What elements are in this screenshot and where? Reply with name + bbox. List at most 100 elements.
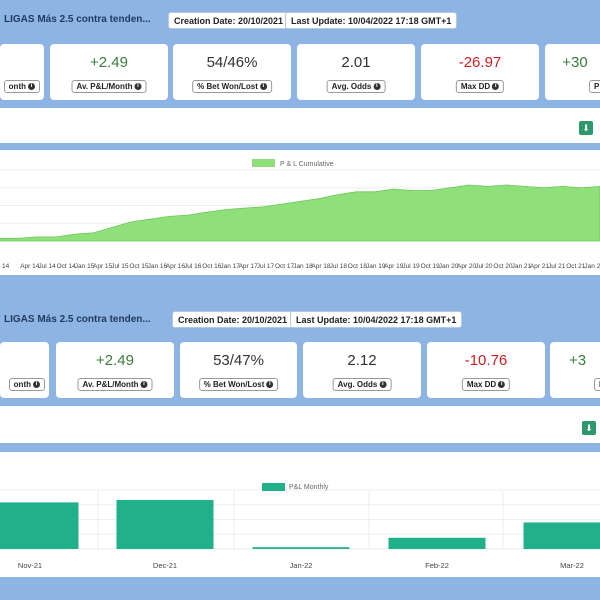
x-tick-label: Dec-21 [153,561,177,570]
stat-card: 54/46% % Bet Won/Lost i [173,44,291,100]
stat-label[interactable]: Pi [594,378,600,391]
x-tick-label: Feb-22 [425,561,449,570]
stat-label-text: Avg. Odds [337,380,378,389]
toolbar-strip-2: ⬇ [0,406,600,443]
x-tick-label: 14 [2,263,10,270]
x-tick-label: Jan 17 [220,263,240,270]
x-tick-label: Jul 15 [111,263,129,270]
stat-value: 54/46% [206,54,258,71]
stat-label[interactable]: onth i [3,80,40,93]
stat-label-text: Avg. Odds [331,82,372,91]
x-tick-label: Oct 16 [202,263,222,270]
stat-card: -10.76 Max DD i [427,342,545,398]
info-circle-icon[interactable]: i [134,83,142,91]
x-tick-label: Oct 15 [129,263,149,270]
info-circle-icon[interactable]: i [266,381,274,389]
stat-value: -10.76 [464,352,508,369]
x-tick-label: Jan 19 [366,263,386,270]
stat-label-text: Av. P&L/Month [82,380,139,389]
stat-label[interactable]: Avg. Odds i [332,378,392,391]
stat-label[interactable]: % Bet Won/Lost i [192,80,272,93]
x-tick-label: Jul 21 [548,263,566,270]
download-button-2[interactable]: ⬇ [582,421,596,435]
monthly-bar [0,502,79,549]
stat-label[interactable]: Max DD i [461,378,511,391]
stat-value: -26.97 [458,54,502,71]
x-tick-label: Oct 18 [348,263,368,270]
x-tick-label: Jul 14 [38,263,56,270]
stat-value: +2.49 [90,54,128,71]
x-tick-label: Jul 17 [257,263,275,270]
x-tick-label: Jan-22 [290,561,313,570]
stat-label[interactable]: Pi [589,80,600,93]
stat-value: 53/47% [213,352,264,369]
legend-swatch [252,159,275,167]
monthly-bar [116,500,214,549]
creation-date: Creation Date: 20/10/2021 [168,12,290,29]
cumulative-area [0,184,600,242]
monthly-chart: P&L Monthly Nov-21 Dec-21 Jan-22 Feb-22 Mar-2… [0,452,600,577]
info-circle-icon[interactable]: i [373,83,381,91]
stat-card: +2.49 Av. P&L/Month i [50,44,168,100]
strategy-title-tab-2: LIGAS Más 2.5 contra tenden... [0,308,162,332]
x-tick-label: Nov-21 [18,561,42,570]
monthly-bar [388,537,486,549]
x-tick-label: Jul 16 [184,263,202,270]
stat-card: -26.97 Max DD i [421,44,539,100]
stat-label[interactable]: Max DD i [455,80,505,93]
x-tick-label: Jul 20 [475,263,493,270]
download-icon: ⬇ [585,423,593,433]
strategy-title-tab: LIGAS Más 2.5 contra tenden... [0,8,158,32]
x-tick-label: Oct 17 [275,263,295,270]
monthly-bar [252,547,350,549]
strategy-title-2: LIGAS Más 2.5 contra tenden... [4,314,151,325]
stat-value: +3 [568,352,587,369]
stat-label-text: Max DD [460,82,491,91]
stat-label-text: Max DD [466,380,497,389]
info-circle-icon[interactable]: i [492,83,500,91]
download-icon: ⬇ [582,123,590,133]
info-circle-icon[interactable]: i [379,381,387,389]
stat-label[interactable]: Av. P&L/Month i [77,378,153,391]
stat-label-text: onth [8,82,26,91]
download-button[interactable]: ⬇ [579,121,593,135]
strategy-title: LIGAS Más 2.5 contra tenden... [4,14,151,25]
stat-card: +2.49 Av. P&L/Month i [56,342,174,398]
info-circle-icon[interactable]: i [498,381,506,389]
stat-label[interactable]: Avg. Odds i [326,80,386,93]
x-tick-label: Jan 15 [75,263,95,270]
stat-label-text: % Bet Won/Lost [203,380,265,389]
x-tick-label: Jan 20 [439,263,459,270]
x-tick-label: Apr 16 [166,263,186,270]
stat-card: onth i [0,342,49,398]
stat-value: 2.12 [347,352,377,369]
info-circle-icon[interactable]: i [28,83,35,91]
x-tick-label: Jan 21 [512,263,532,270]
x-tick-label: Apr 15 [93,263,113,270]
x-tick-label: Oct 21 [566,263,586,270]
x-tick-label: Apr 18 [311,263,331,270]
stat-card: +3 Pi [550,342,600,398]
x-tick-label: Jul 18 [330,263,348,270]
legend-label: P & L Cumulative [280,161,334,168]
x-tick-label: Jul 19 [402,263,420,270]
stat-label-text: % Bet Won/Lost [197,82,258,91]
stat-label[interactable]: onth i [8,378,45,391]
info-circle-icon[interactable]: i [33,381,40,389]
stat-label-text: Av. P&L/Month [76,82,133,91]
stat-label[interactable]: Av. P&L/Month i [71,80,147,93]
info-circle-icon[interactable]: i [259,83,267,91]
stat-label-text: onth [13,380,31,389]
stat-label-text: P [594,82,600,91]
monthly-chart-svg: P&L Monthly Nov-21 Dec-21 Jan-22 Feb-22 Mar-2… [0,483,600,570]
stat-card: 2.12 Avg. Odds i [303,342,421,398]
x-tick-label: Mar-22 [560,561,584,570]
last-update-2: Last Update: 10/04/2022 17:18 GMT+1 [290,311,463,328]
cumulative-chart: P & L Cumulative 14 Apr 14 Jul 14 Oct 14 Jan … [0,150,600,275]
x-tick-label: Oct 14 [57,263,77,270]
stat-value: +30 [562,54,588,71]
stat-label[interactable]: % Bet Won/Lost i [198,378,279,391]
info-circle-icon[interactable]: i [140,381,148,389]
x-tick-label: Apr 19 [384,263,404,270]
x-tick-label: Jan 18 [293,263,313,270]
